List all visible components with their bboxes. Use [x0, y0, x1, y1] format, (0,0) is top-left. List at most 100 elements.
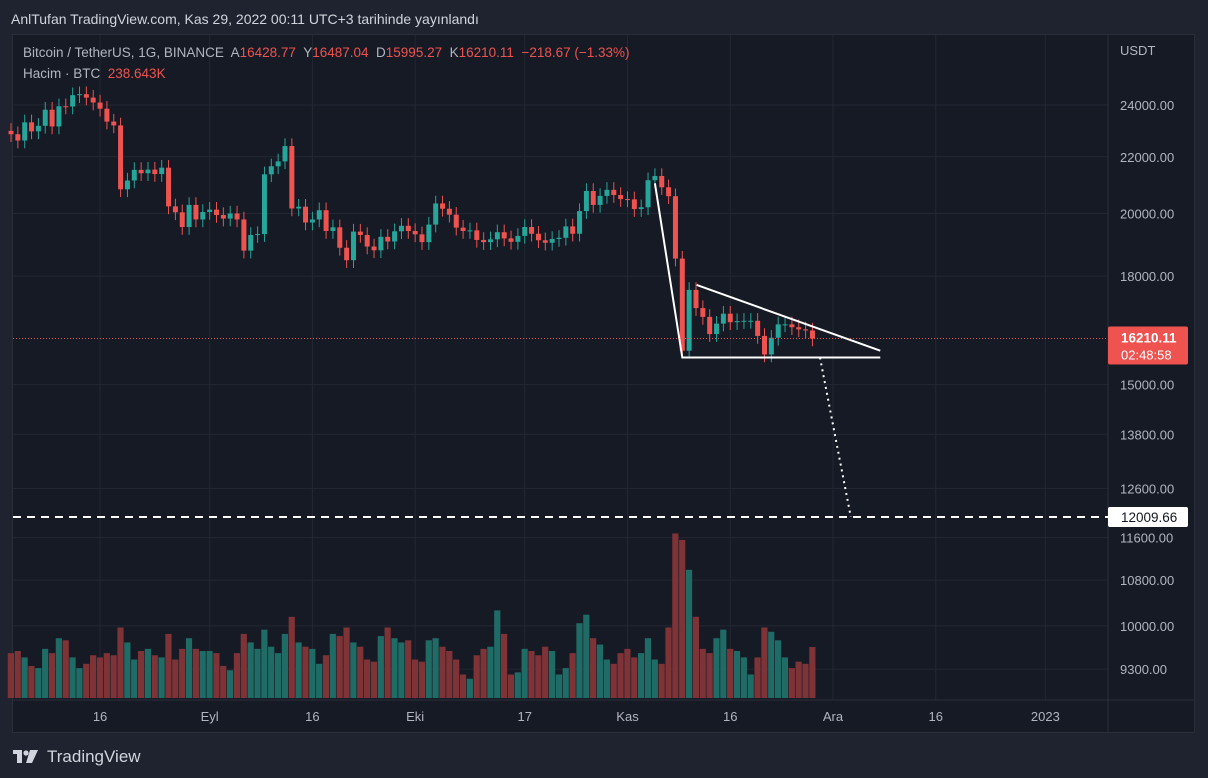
volume-bar	[679, 539, 686, 698]
volume-bar	[14, 650, 21, 698]
volume-bar	[651, 659, 658, 698]
candle-body	[796, 327, 802, 330]
candle-body	[77, 94, 82, 96]
last-price-label: 16210.11	[1121, 330, 1177, 345]
time-tick-label: Eyl	[201, 709, 219, 724]
volume-bar	[322, 655, 330, 698]
volume-bar	[384, 627, 391, 698]
candle-body	[577, 211, 583, 234]
volume-bar	[199, 650, 206, 698]
candle-body	[289, 146, 295, 209]
candle-body	[714, 323, 720, 335]
price-tick-label: 13800.00	[1120, 427, 1174, 442]
volume-bar	[405, 640, 412, 698]
candle-body	[104, 108, 110, 122]
candle-body	[83, 94, 89, 98]
candle-body	[234, 213, 240, 220]
time-tick-label: 17	[518, 709, 532, 724]
candle-body	[604, 189, 610, 196]
high-value: 16487.04	[312, 45, 369, 60]
tradingview-logo[interactable]: TradingView	[13, 747, 141, 767]
candle-body	[782, 324, 788, 326]
volume-bar	[158, 657, 165, 698]
candle-body	[440, 203, 446, 209]
volume-bar	[638, 653, 645, 698]
candle-body	[666, 187, 672, 197]
volume-bar	[569, 653, 576, 698]
volume-bar	[35, 668, 42, 698]
volume-bar	[110, 655, 117, 698]
volume-bar	[740, 657, 747, 698]
triangle-drawing	[653, 183, 881, 359]
candle-body	[618, 195, 624, 200]
candle-body	[63, 106, 69, 108]
candle-body	[501, 232, 507, 239]
candle-body	[426, 224, 432, 243]
volume-bar	[658, 663, 665, 698]
candle-body	[371, 246, 377, 251]
price-tick-label: 10000.00	[1120, 619, 1174, 634]
candle-body	[268, 166, 274, 175]
volume-bar	[548, 650, 556, 698]
volume-bar	[179, 648, 186, 698]
volume-bar	[42, 648, 49, 698]
price-tick-label: 24000.00	[1120, 98, 1174, 113]
candle-body	[118, 125, 124, 190]
candle-body	[275, 161, 281, 167]
candle-body	[124, 180, 130, 190]
volume-bar	[274, 653, 282, 698]
candle-body	[296, 206, 302, 209]
candle-body	[659, 176, 665, 188]
volume-bar	[781, 657, 789, 698]
volume-bar	[542, 646, 549, 698]
volume-bar	[528, 650, 535, 698]
time-tick-label: 16	[929, 709, 943, 724]
volume-bar	[480, 648, 487, 698]
volume-bar	[596, 644, 604, 698]
change-value: −218.67 (−1.33%)	[521, 45, 630, 60]
volume-bar	[692, 616, 699, 698]
candle-body	[159, 167, 165, 175]
candle-body	[248, 234, 254, 251]
candle-body	[22, 122, 28, 141]
volume-bar	[453, 659, 460, 698]
volume-bar	[706, 653, 713, 698]
volume-bar	[699, 648, 706, 698]
candle-body	[453, 214, 459, 228]
volume-bar	[411, 659, 419, 698]
candle-body	[398, 225, 404, 232]
volume-bar	[220, 665, 227, 698]
candle-body	[70, 95, 76, 107]
volume-bar	[69, 657, 76, 698]
symbol-name[interactable]: Bitcoin / TetherUS, 1G, BINANCE	[23, 45, 224, 60]
candle-body	[282, 146, 288, 162]
candle-body	[727, 313, 733, 323]
volume-bar	[144, 648, 151, 698]
volume-bar	[55, 638, 62, 698]
candle-body	[631, 199, 637, 210]
candle-body	[720, 313, 726, 324]
volume-bar	[603, 659, 610, 698]
high-label: Y	[303, 45, 313, 60]
volume-bar	[795, 661, 802, 698]
volume-bar	[131, 659, 138, 698]
candle-body	[193, 204, 199, 220]
volume-bar	[583, 614, 590, 698]
volume-bar	[562, 668, 569, 698]
candle-body	[357, 231, 363, 235]
published-line: AnlTufan TradingView.com, Kas 29, 2022 0…	[11, 11, 479, 27]
candle-body	[549, 239, 555, 243]
volume-label: Hacim · BTC	[23, 66, 101, 81]
price-tick-label: 20000.00	[1120, 206, 1174, 221]
candle-body	[488, 239, 493, 243]
candle-body	[186, 204, 192, 228]
volume-bar	[281, 633, 288, 698]
candle-body	[152, 169, 158, 175]
time-tick-label: Eki	[406, 709, 424, 724]
price-tick-label: 10800.00	[1120, 573, 1174, 588]
candle-body	[638, 207, 644, 210]
candle-body	[261, 174, 267, 235]
volume-bar	[535, 655, 542, 698]
candle-body	[172, 206, 178, 213]
